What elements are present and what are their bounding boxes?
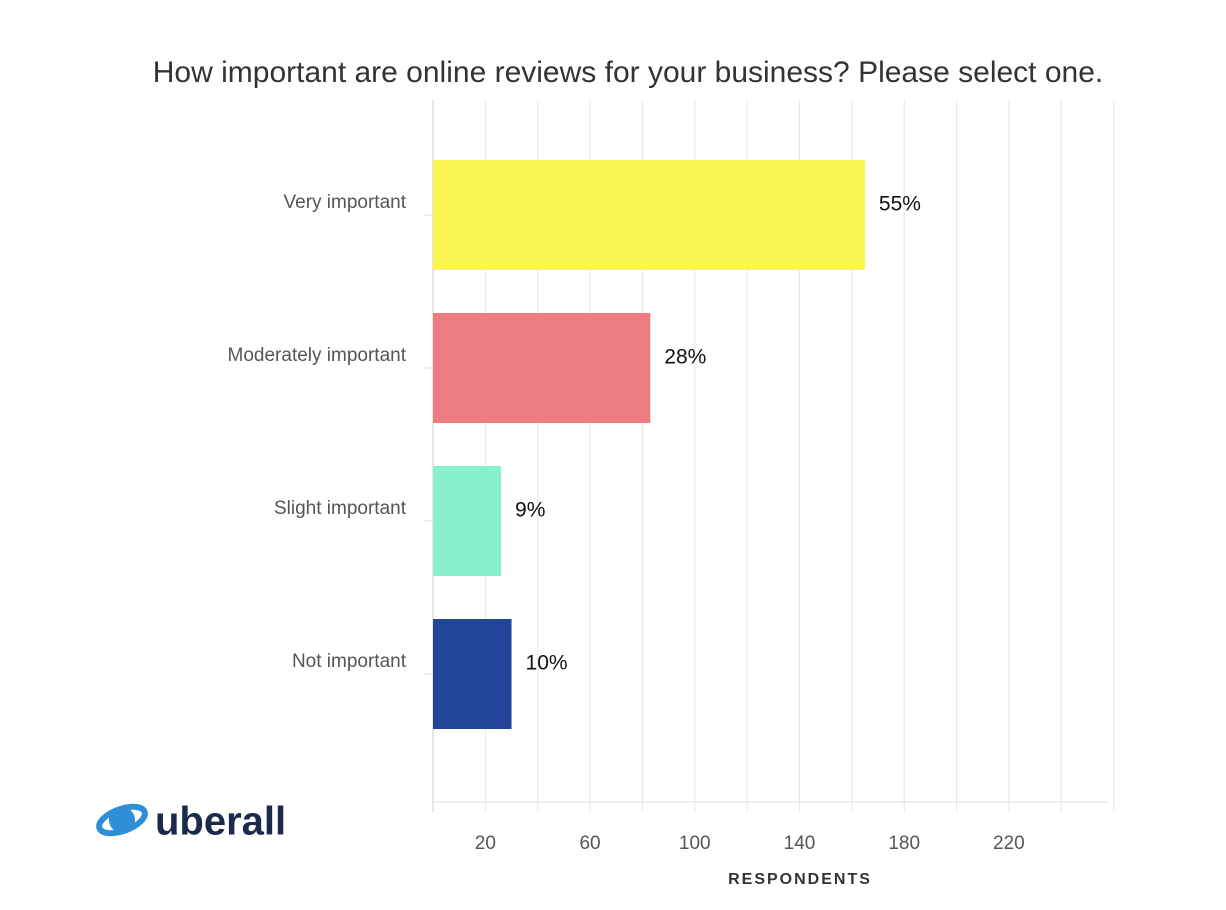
x-axis-label: RESPONDENTS (728, 871, 872, 888)
x-tick-label: 180 (888, 833, 920, 854)
category-label: Very important (284, 192, 407, 213)
x-tick-label: 220 (993, 833, 1025, 854)
x-tick-label: 60 (579, 833, 600, 854)
category-label: Moderately important (228, 345, 407, 366)
chart-title: How important are online reviews for you… (153, 56, 1103, 89)
category-label: Slight important (274, 498, 407, 519)
value-label: 55% (879, 193, 921, 216)
x-tick-label: 140 (784, 833, 816, 854)
logo-icon (109, 807, 135, 833)
value-label: 9% (515, 499, 545, 522)
logo-text: uberall (155, 800, 286, 844)
ticks: 20 60 100 140 180 220 2 (475, 833, 1119, 854)
bar (433, 313, 651, 423)
x-tick-label: 100 (679, 833, 711, 854)
marks: Very important 55% Moderately important 28%… (228, 160, 921, 729)
bar (433, 466, 502, 576)
bar (433, 619, 512, 729)
logo: uberall (96, 800, 286, 844)
category-label: Not important (292, 651, 407, 672)
x-tick-label: 2 (1108, 833, 1119, 854)
x-tick-label: 20 (475, 833, 496, 854)
bar (433, 160, 865, 270)
value-label: 10% (526, 652, 568, 675)
value-label: 28% (664, 346, 706, 369)
